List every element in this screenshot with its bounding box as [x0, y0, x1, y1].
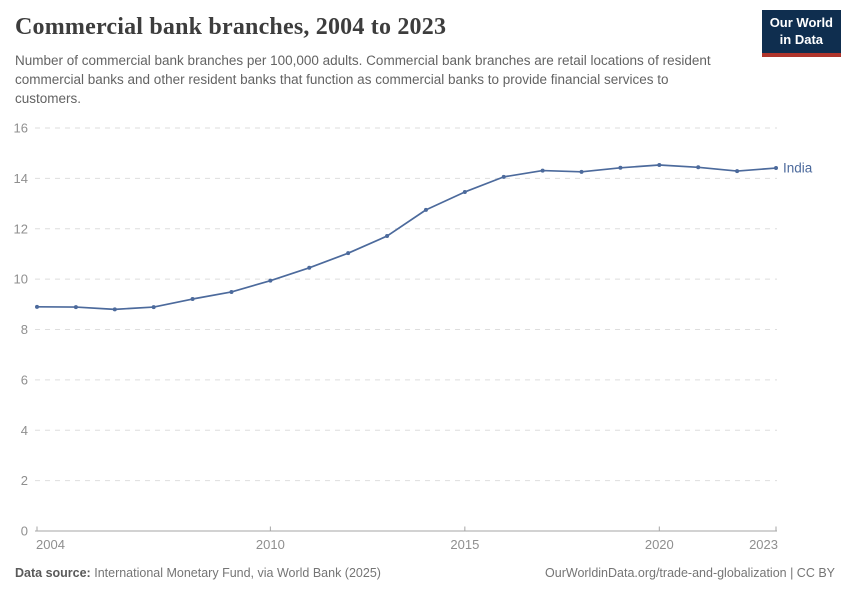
svg-text:2020: 2020	[645, 537, 674, 552]
owid-logo-line2: in Data	[779, 31, 824, 47]
svg-text:6: 6	[21, 372, 28, 387]
chart-header: Commercial bank branches, 2004 to 2023 N…	[15, 14, 835, 108]
svg-text:10: 10	[14, 272, 28, 287]
svg-text:0: 0	[21, 524, 28, 539]
chart-footer: Data source: International Monetary Fund…	[15, 566, 835, 580]
svg-text:2010: 2010	[256, 537, 285, 552]
svg-text:12: 12	[14, 221, 28, 236]
data-source: Data source: International Monetary Fund…	[15, 566, 381, 580]
page-title: Commercial bank branches, 2004 to 2023	[15, 14, 447, 40]
owid-url-link[interactable]: OurWorldinData.org/trade-and-globalizati…	[545, 566, 835, 580]
svg-text:2023: 2023	[749, 537, 778, 552]
svg-text:2: 2	[21, 473, 28, 488]
svg-text:4: 4	[21, 423, 28, 438]
chart-subtitle: Number of commercial bank branches per 1…	[15, 53, 711, 107]
owid-logo[interactable]: Our World in Data	[761, 10, 841, 57]
svg-text:8: 8	[21, 322, 28, 337]
owid-logo-line1: Our World	[769, 15, 833, 30]
svg-text:14: 14	[14, 171, 28, 186]
svg-text:16: 16	[14, 121, 28, 136]
line-chart[interactable]: 0 2 4 6 8 10 12 14 16 2004 2010 2015 2020 2023 India	[0, 112, 850, 560]
svg-text:2015: 2015	[450, 537, 479, 552]
svg-text:2004: 2004	[36, 537, 65, 552]
data-source-text: International Monetary Fund, via World B…	[94, 566, 381, 580]
data-source-label: Data source:	[15, 566, 91, 580]
svg-text:India: India	[783, 161, 813, 176]
